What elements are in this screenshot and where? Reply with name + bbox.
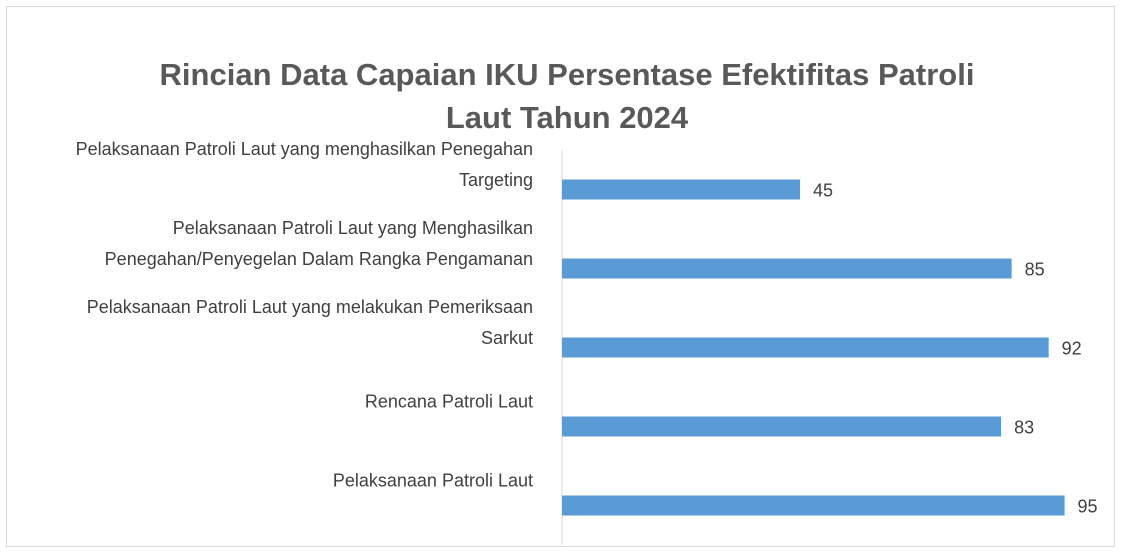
bar	[562, 495, 1065, 516]
data-label: 85	[1025, 259, 1045, 279]
data-label: 83	[1014, 417, 1034, 437]
bar	[562, 258, 1012, 279]
bar	[562, 337, 1049, 358]
data-label: 45	[813, 180, 833, 200]
bar	[562, 416, 1002, 437]
y-tick-label: Rencana Patroli Laut	[365, 391, 533, 411]
y-tick-label: Pelaksanaan Patroli Laut yang melakukan …	[87, 297, 533, 348]
data-label: 95	[1078, 496, 1098, 516]
y-tick-label: Pelaksanaan Patroli Laut	[333, 470, 533, 490]
bar	[562, 179, 801, 200]
y-tick-label: Pelaksanaan Patroli Laut yang menghasilk…	[76, 139, 533, 190]
data-label: 92	[1062, 338, 1082, 358]
y-tick-label: Pelaksanaan Patroli Laut yang Menghasilk…	[105, 218, 533, 269]
chart-title: Rincian Data Capaian IKU Persentase Efek…	[160, 57, 975, 135]
